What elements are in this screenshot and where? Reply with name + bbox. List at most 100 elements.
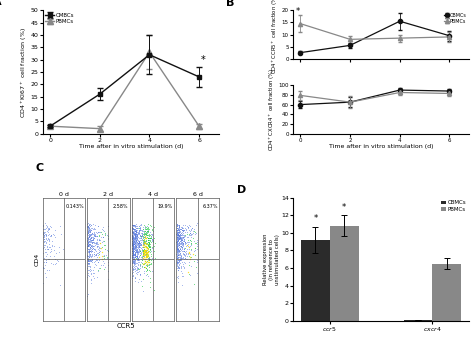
Point <box>129 247 137 253</box>
Point <box>91 275 98 280</box>
Point <box>135 241 142 247</box>
Text: *: * <box>201 55 205 65</box>
Point <box>147 261 155 266</box>
Point <box>93 254 100 259</box>
Point <box>132 270 139 276</box>
Point <box>178 225 186 230</box>
Point <box>40 239 47 244</box>
Point <box>135 240 143 246</box>
Point <box>104 262 111 267</box>
Point <box>39 280 47 285</box>
Point <box>177 235 185 240</box>
Point <box>84 239 92 244</box>
Point <box>89 273 97 278</box>
Point <box>92 251 100 257</box>
Point <box>135 230 143 236</box>
Point <box>178 225 185 230</box>
Point <box>131 231 139 236</box>
Point <box>147 235 155 240</box>
Point <box>87 277 95 282</box>
Point <box>142 251 150 257</box>
Point <box>131 243 139 248</box>
Point <box>177 268 185 274</box>
Point <box>130 260 138 266</box>
Point <box>131 236 139 241</box>
Point <box>185 245 193 250</box>
Point <box>129 238 137 243</box>
Point <box>142 265 150 270</box>
Point <box>174 227 182 233</box>
Point <box>176 252 183 257</box>
Point <box>187 227 194 233</box>
Point <box>148 227 156 232</box>
Legend: CBMCs, PBMCs: CBMCs, PBMCs <box>441 200 466 211</box>
Point <box>132 229 140 235</box>
Point <box>183 239 191 245</box>
Point <box>130 227 138 232</box>
Point <box>132 228 139 234</box>
Point <box>96 237 103 243</box>
Point <box>140 242 148 247</box>
Point <box>147 234 155 239</box>
Point <box>129 249 137 255</box>
Point <box>176 240 184 246</box>
Point <box>137 251 145 256</box>
Point <box>84 242 92 247</box>
Point <box>138 232 146 237</box>
Point <box>173 243 181 249</box>
Point <box>173 227 181 233</box>
Point <box>143 253 151 259</box>
Point <box>175 233 183 238</box>
Point <box>180 238 187 244</box>
Point <box>141 240 149 246</box>
Point <box>173 221 181 227</box>
Point <box>132 229 139 235</box>
Point <box>88 249 95 255</box>
Point <box>138 237 146 242</box>
Point <box>129 266 137 272</box>
Point <box>128 244 136 249</box>
Point <box>142 259 149 265</box>
Point <box>141 229 149 234</box>
Point <box>177 233 185 238</box>
Point <box>177 255 185 261</box>
Point <box>173 256 181 261</box>
Point <box>133 233 141 238</box>
Point <box>83 223 91 229</box>
Point <box>40 229 48 235</box>
Point <box>175 248 182 254</box>
Point <box>175 254 183 259</box>
Point <box>96 249 104 254</box>
Point <box>137 233 145 238</box>
Point <box>88 251 96 257</box>
Point <box>87 235 94 241</box>
Point <box>173 251 181 256</box>
Point <box>130 257 138 263</box>
Point <box>141 232 148 237</box>
Point <box>132 248 139 253</box>
Point <box>137 234 145 239</box>
Point <box>150 248 157 254</box>
Point <box>84 236 91 241</box>
Point <box>134 241 142 246</box>
Point <box>185 246 192 252</box>
Point <box>131 231 139 237</box>
Point <box>88 226 95 231</box>
Point <box>141 240 148 246</box>
Point <box>187 255 194 260</box>
Point <box>89 230 96 236</box>
Point <box>186 224 194 229</box>
Point <box>85 241 93 247</box>
Point <box>130 231 137 237</box>
Point <box>143 267 151 273</box>
Point <box>175 236 182 242</box>
Point <box>41 221 49 226</box>
Point <box>142 238 150 243</box>
Point <box>87 246 94 251</box>
Point <box>175 264 183 270</box>
Point <box>94 259 102 265</box>
Point <box>146 261 153 267</box>
Point <box>137 249 145 255</box>
Point <box>178 240 185 245</box>
Point <box>96 250 103 255</box>
